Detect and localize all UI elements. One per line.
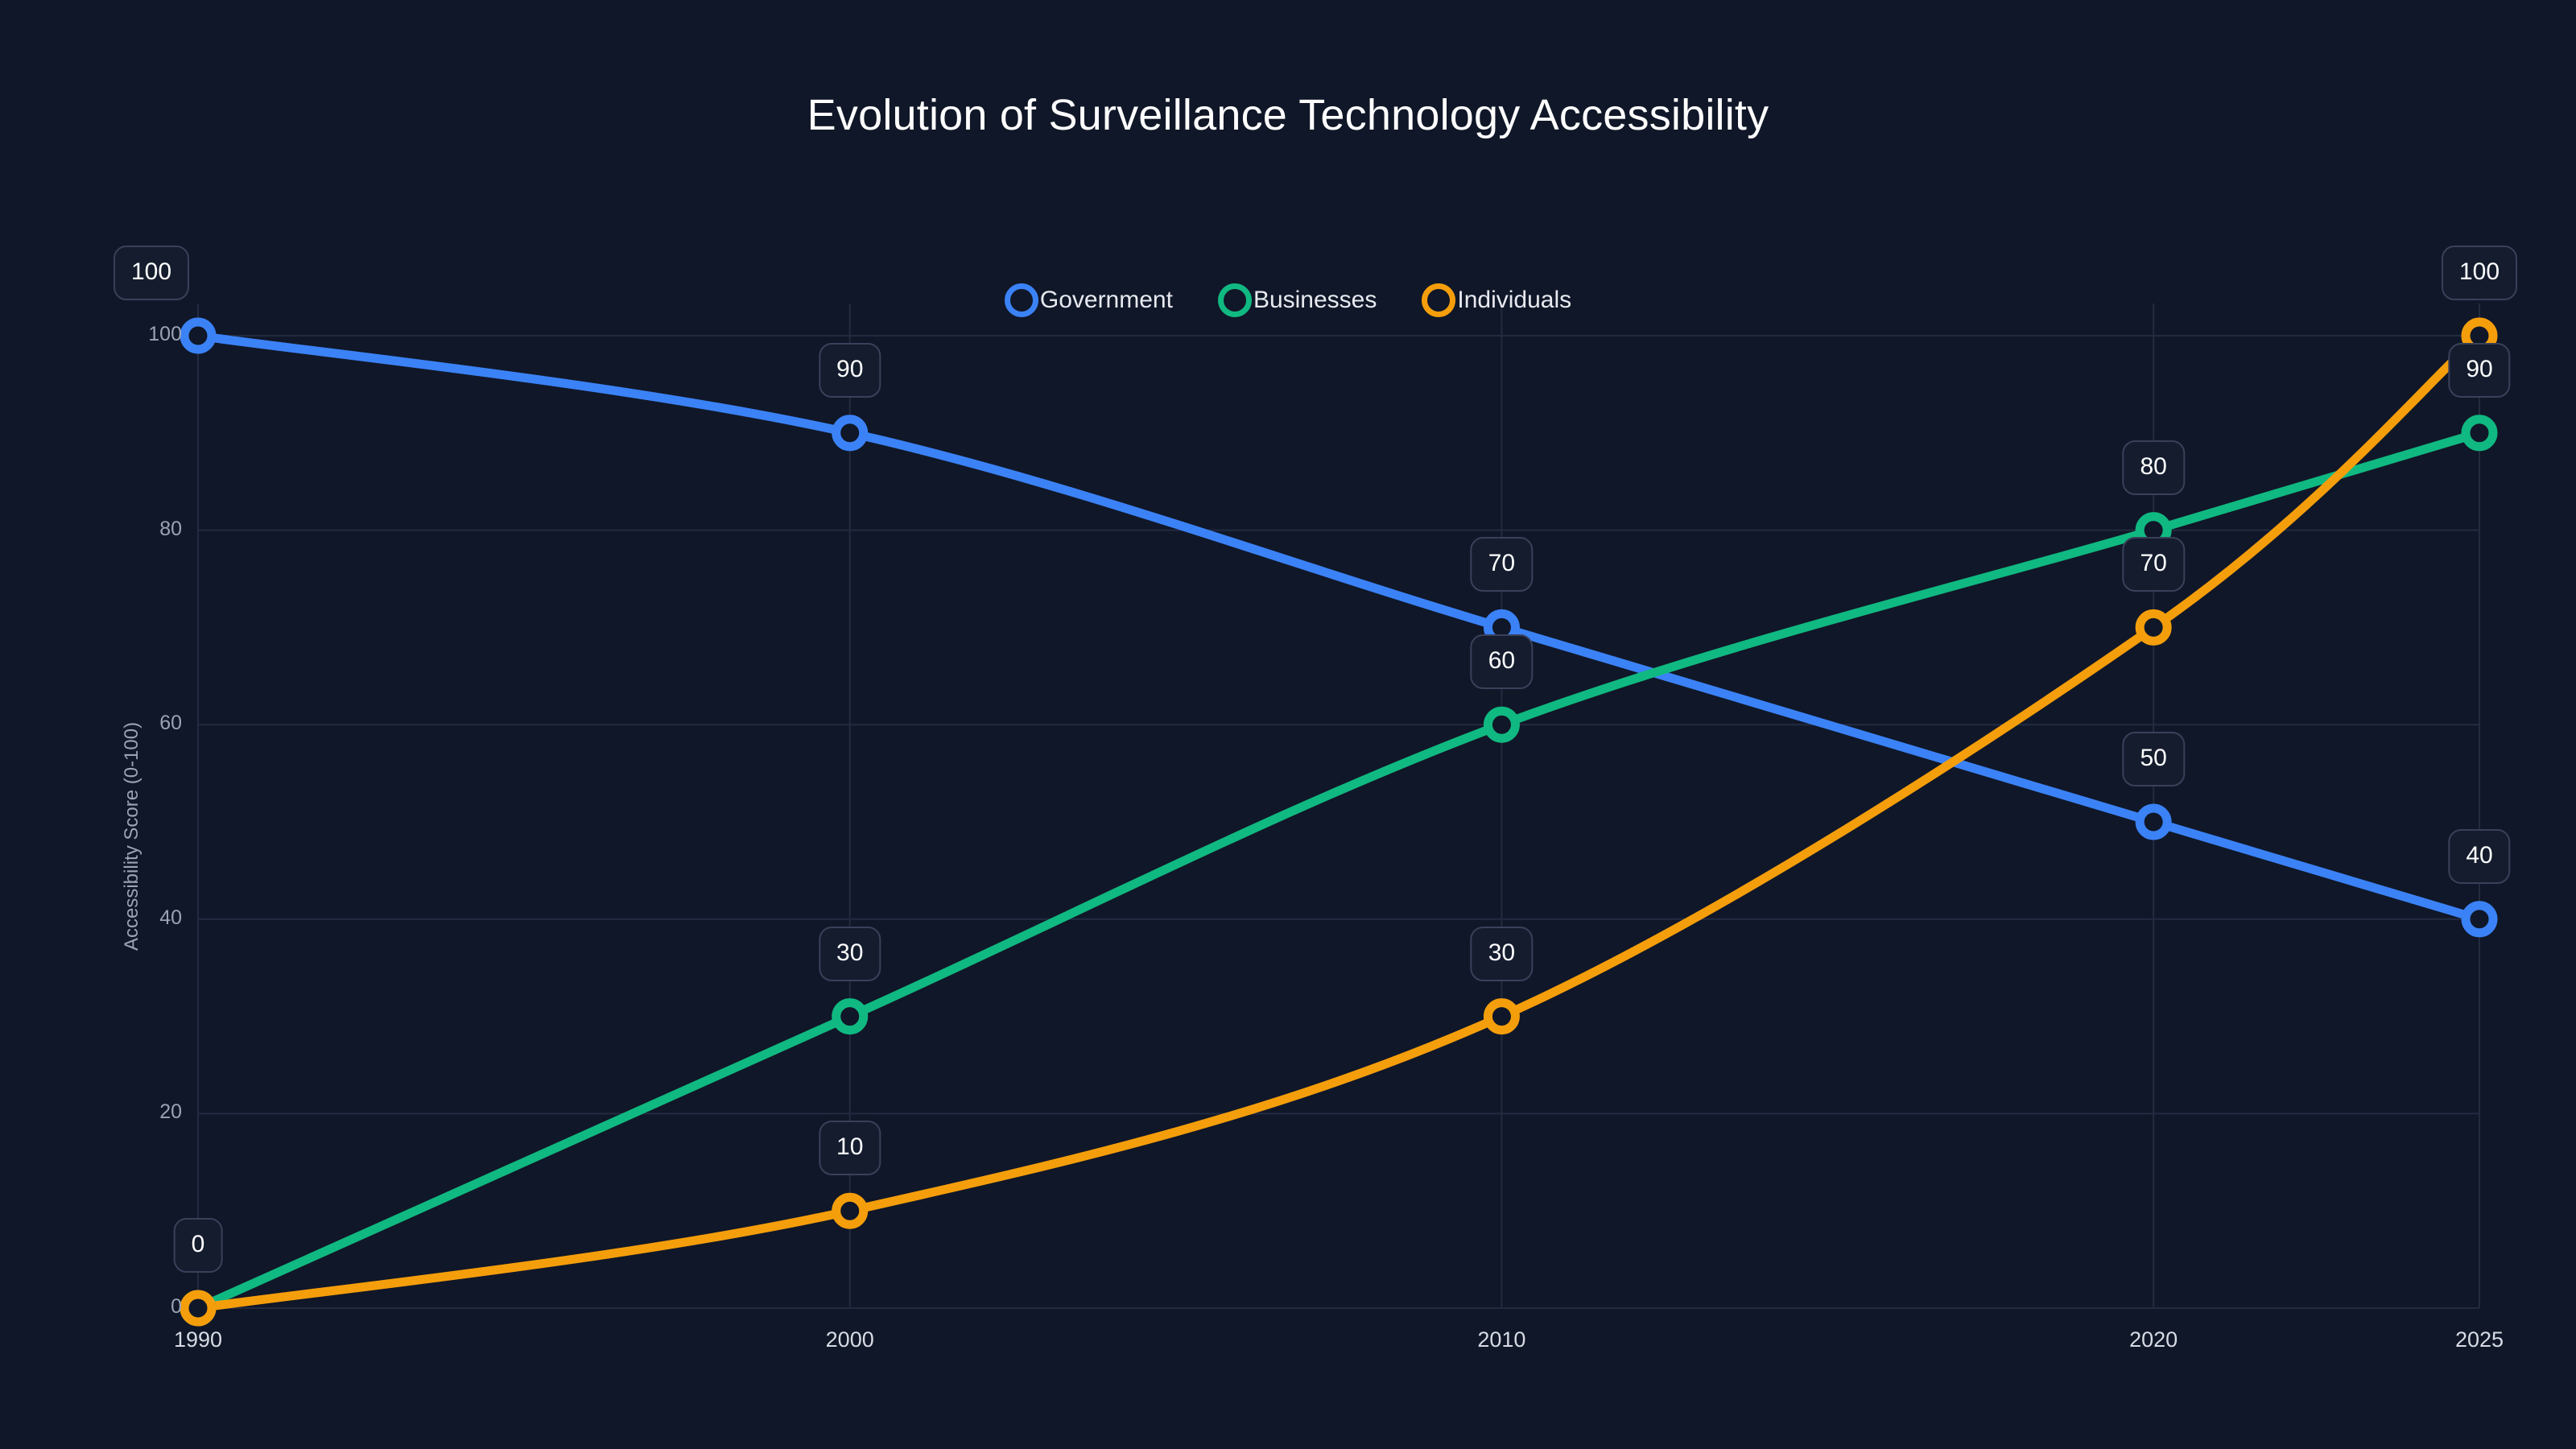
data-point-label: 70 — [2122, 537, 2185, 592]
x-tick-label: 2020 — [2129, 1327, 2178, 1352]
y-tick-label: 100 — [148, 323, 182, 345]
x-tick-label: 2000 — [825, 1327, 874, 1352]
data-point-marker-government-2020[interactable] — [2135, 803, 2172, 840]
y-tick-label: 60 — [159, 712, 182, 735]
series-line-individuals — [193, 331, 2484, 1313]
data-point-label: 10 — [819, 1121, 881, 1176]
data-point-marker-businesses-2010[interactable] — [1483, 706, 1520, 743]
data-point-label: 30 — [1470, 926, 1534, 981]
page-title: Evolution of Surveillance Technology Acc… — [807, 91, 1769, 139]
x-tick-label: 2010 — [1477, 1327, 1526, 1352]
data-point-label: 0 — [173, 1218, 223, 1273]
data-point-label: 80 — [2122, 440, 2185, 495]
data-point-label: 70 — [1470, 537, 1534, 592]
data-point-label: 90 — [2448, 342, 2511, 398]
data-point-label: 50 — [2122, 732, 2185, 786]
data-point-marker-businesses-2025[interactable] — [2461, 415, 2498, 452]
data-point-marker-individuals-2000[interactable] — [832, 1192, 869, 1229]
data-point-label: 100 — [113, 246, 190, 300]
series-line-government — [193, 331, 2484, 924]
y-axis-title: Accessibility Score (0-100) — [121, 721, 142, 951]
data-point-label: 30 — [819, 926, 881, 981]
data-point-marker-government-2000[interactable] — [832, 415, 869, 452]
data-point-marker-businesses-2000[interactable] — [832, 998, 869, 1035]
x-tick-label: 2025 — [2454, 1327, 2504, 1352]
data-point-marker-government-2025[interactable] — [2461, 901, 2498, 938]
y-tick-label: 0 — [171, 1295, 182, 1318]
data-point-marker-government-1990[interactable] — [180, 317, 217, 354]
series-line-businesses — [193, 428, 2484, 1313]
data-point-label: 100 — [2441, 246, 2518, 300]
data-point-label: 40 — [2448, 828, 2511, 884]
data-point-marker-individuals-2010[interactable] — [1483, 998, 1520, 1035]
data-point-label: 90 — [819, 342, 881, 398]
y-tick-label: 20 — [159, 1100, 182, 1124]
y-tick-label: 40 — [159, 906, 182, 929]
y-tick-label: 80 — [159, 517, 182, 540]
x-tick-label: 1990 — [173, 1327, 223, 1352]
data-point-marker-individuals-2020[interactable] — [2135, 609, 2172, 646]
data-point-label: 60 — [1470, 634, 1534, 690]
data-point-marker-individuals-1990[interactable] — [180, 1290, 217, 1327]
